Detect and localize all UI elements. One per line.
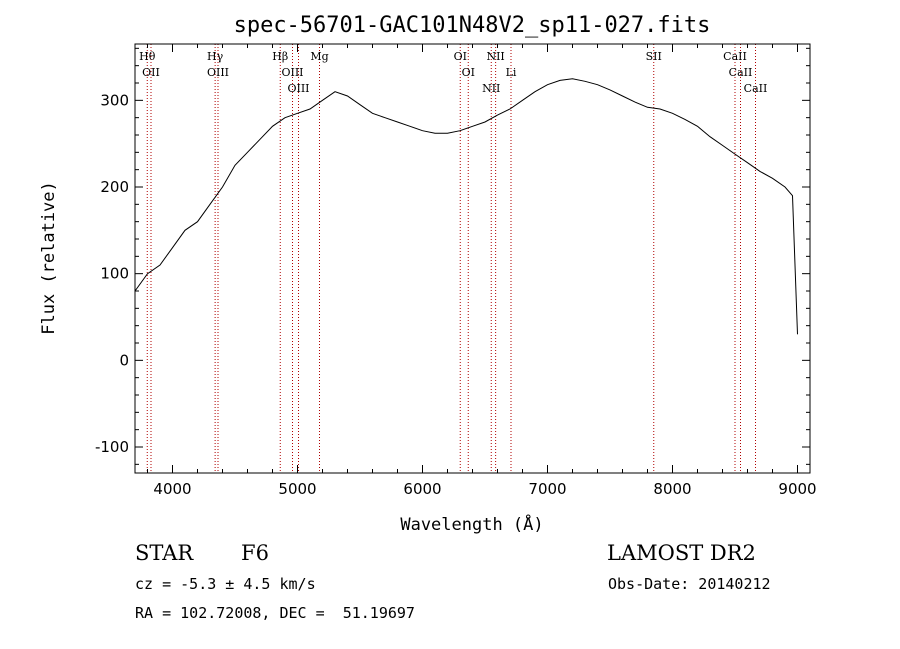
chart-title: spec-56701-GAC101N48V2_sp11-027.fits xyxy=(234,13,711,38)
coordinates: RA = 102.72008, DEC = 51.19697 xyxy=(135,604,415,622)
x-tick-label: 9000 xyxy=(778,480,816,498)
x-axis-label: Wavelength (Å) xyxy=(400,513,543,535)
x-tick-label: 4000 xyxy=(153,480,191,498)
y-tick-label: 200 xyxy=(100,178,129,196)
spectral-line-label: NII xyxy=(482,82,500,95)
spectral-line-label: CaII xyxy=(744,82,768,95)
spectrum-series-line xyxy=(134,78,798,335)
spectral-line-label: Li xyxy=(506,66,517,79)
spectral-line-label: Hβ xyxy=(272,50,288,63)
y-tick-label: 300 xyxy=(100,91,129,109)
x-tick-label: 5000 xyxy=(278,480,316,498)
spectral-line-label: OI xyxy=(454,50,467,63)
spectral-line-label: OIII xyxy=(287,82,309,95)
y-tick-label: 100 xyxy=(100,265,129,283)
spectral-line-label: Hθ xyxy=(139,50,156,63)
spectral-line-label: OI xyxy=(462,66,475,79)
spectral-lines-layer xyxy=(146,44,756,473)
x-tick-label: 6000 xyxy=(403,480,441,498)
spectral-line-label: CaII xyxy=(723,50,747,63)
spectral-line-label: SII xyxy=(646,50,662,63)
object-subclass: F6 xyxy=(241,541,269,565)
y-axis-label: Flux (relative) xyxy=(39,181,59,335)
x-tick-label: 7000 xyxy=(528,480,566,498)
redshift-cz: cz = -5.3 ± 4.5 km/s xyxy=(135,575,316,593)
y-tick-label: 0 xyxy=(119,351,129,369)
spectral-line-label: Hγ xyxy=(207,50,224,63)
spectral-line-label: CaII xyxy=(729,66,753,79)
spectral-line-label: OIII xyxy=(281,66,303,79)
plot-frame xyxy=(134,43,811,474)
observation-date: Obs-Date: 20140212 xyxy=(608,575,771,593)
x-axis-ticks: 4000 5000 6000 7000 8000 9000 xyxy=(147,44,817,498)
object-class: STAR xyxy=(135,541,194,565)
spectral-line-label: OII xyxy=(142,66,160,79)
spectral-line-label: NII xyxy=(486,50,504,63)
y-tick-label: -100 xyxy=(95,438,129,456)
y-axis-ticks: -100 0 100 200 300 xyxy=(95,47,810,465)
spectral-line-label: OIII xyxy=(207,66,229,79)
spectral-line-label: Mg xyxy=(310,50,328,63)
survey-name: LAMOST DR2 xyxy=(607,541,756,565)
x-tick-label: 8000 xyxy=(653,480,691,498)
